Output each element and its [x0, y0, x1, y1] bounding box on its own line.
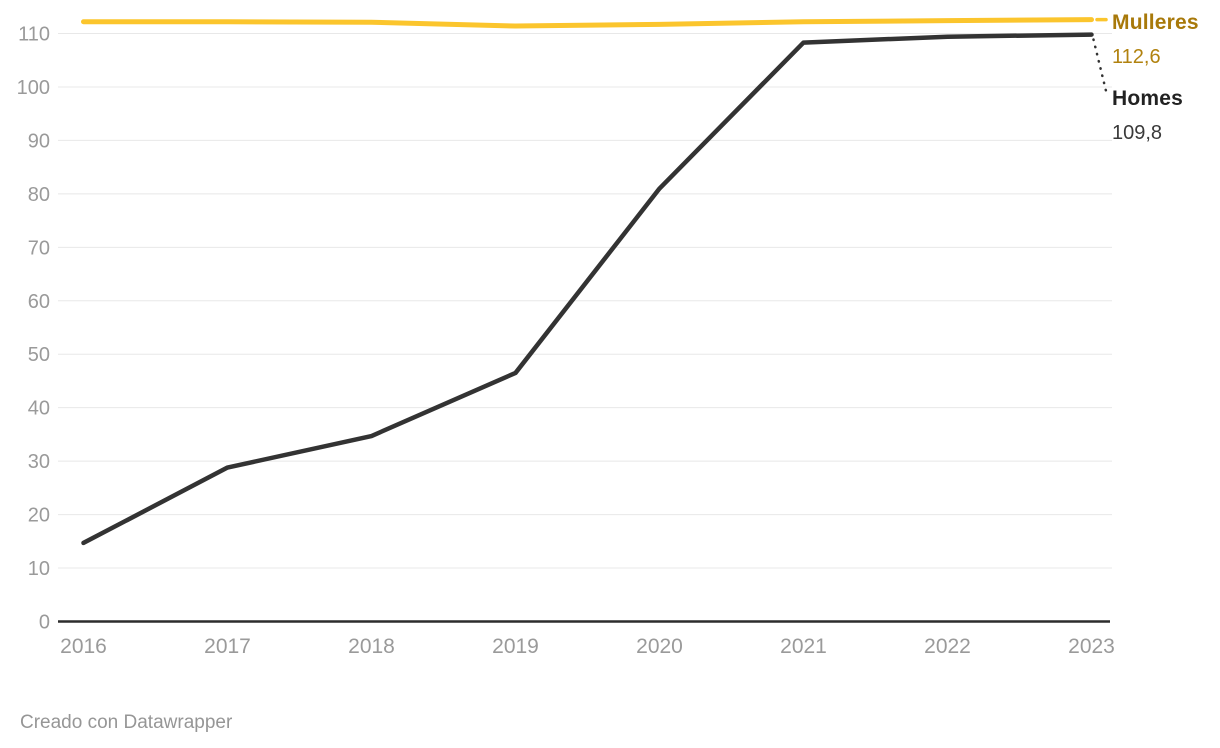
y-tick-label: 90 — [28, 130, 50, 152]
datawrapper-credit-link[interactable]: Creado con Datawrapper — [20, 712, 233, 733]
y-tick-label: 100 — [17, 77, 50, 99]
x-tick-label: 2022 — [924, 635, 971, 658]
series-line-homes — [81, 32, 1094, 546]
x-tick-label: 2016 — [60, 635, 107, 658]
x-tick-label: 2021 — [780, 635, 827, 658]
y-tick-label: 110 — [18, 24, 50, 46]
series-value-mulleres: 112,6 — [1112, 46, 1161, 68]
series-value-homes: 109,8 — [1112, 122, 1163, 144]
x-tick-label: 2019 — [492, 635, 539, 658]
y-tick-label: 30 — [28, 451, 50, 473]
x-tick-label: 2020 — [636, 635, 683, 658]
x-tick-label: 2018 — [348, 635, 395, 658]
y-tick-label: 20 — [28, 505, 50, 527]
y-tick-label: 10 — [28, 558, 50, 580]
y-tick-label: 60 — [28, 291, 50, 313]
y-tick-label: 50 — [28, 344, 50, 366]
series-label-homes: Homes — [1112, 87, 1184, 110]
x-tick-label: 2017 — [204, 635, 251, 658]
y-tick-label: 80 — [28, 184, 50, 206]
leader-homes — [1092, 38, 1109, 97]
y-tick-label: 0 — [39, 612, 50, 634]
y-tick-label: 70 — [28, 237, 50, 259]
y-tick-label: 40 — [28, 398, 50, 420]
series-line-mulleres — [81, 17, 1094, 29]
x-tick-label: 2023 — [1068, 635, 1115, 658]
series-label-mulleres: Mulleres — [1112, 11, 1199, 34]
